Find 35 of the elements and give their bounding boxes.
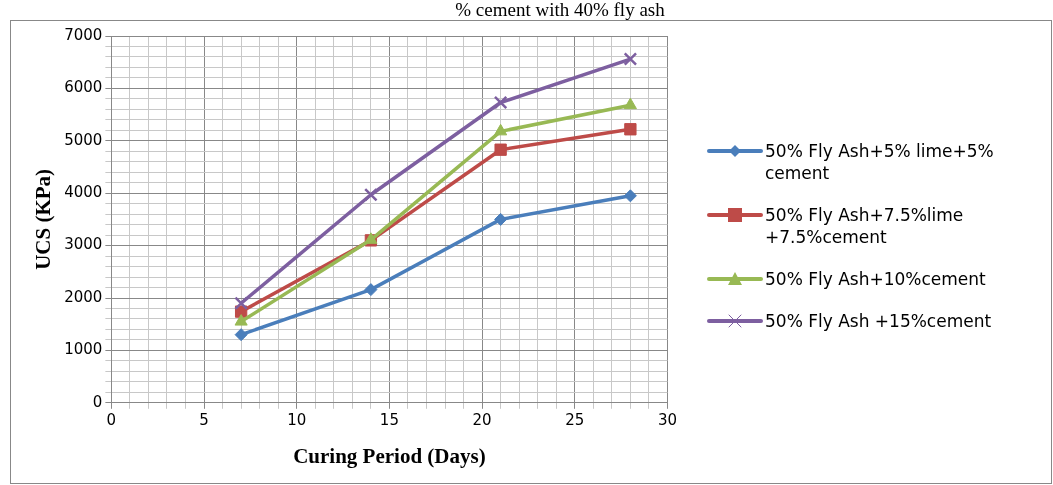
y-tick-label: 6000 bbox=[64, 78, 103, 97]
point bbox=[494, 212, 508, 226]
x-tick-label: 30 bbox=[657, 410, 677, 429]
legend-label: 50% Fly Ash+10%cement bbox=[765, 268, 986, 290]
x-tick-label: 20 bbox=[472, 410, 492, 429]
y-tick-label: 1000 bbox=[64, 340, 103, 359]
x-tick-label: 10 bbox=[287, 410, 307, 429]
point bbox=[494, 143, 507, 156]
legend-label: 50% Fly Ash+7.5%lime +7.5%cement bbox=[765, 204, 965, 248]
y-tick-label: 7000 bbox=[64, 25, 103, 44]
point bbox=[624, 123, 637, 136]
legend-label: 50% Fly Ash +15%cement bbox=[765, 310, 992, 332]
y-tick-label: 5000 bbox=[64, 130, 103, 149]
chart-title: % cement with 40% fly ash bbox=[454, 0, 666, 20]
y-axis-title: UCS (KPa) bbox=[31, 168, 56, 270]
y-tick-label: 3000 bbox=[64, 235, 103, 254]
y-tick-label: 2000 bbox=[64, 287, 103, 306]
x-tick-label: 25 bbox=[565, 410, 585, 429]
y-tick-label: 0 bbox=[92, 392, 103, 411]
point bbox=[364, 283, 378, 297]
x-tick-label: 0 bbox=[106, 410, 117, 429]
x-tick-label: 5 bbox=[199, 410, 209, 429]
point bbox=[363, 187, 378, 202]
point bbox=[623, 189, 637, 203]
point bbox=[623, 97, 637, 110]
legend-label: 50% Fly Ash+5% lime+5% cement bbox=[765, 140, 995, 184]
point bbox=[234, 328, 248, 342]
point bbox=[623, 52, 638, 66]
point bbox=[494, 123, 508, 136]
x-tick-label: 15 bbox=[379, 410, 399, 429]
point bbox=[234, 296, 249, 311]
x-axis-title: Curing Period (Days) bbox=[293, 443, 486, 468]
point bbox=[493, 95, 508, 110]
y-tick-label: 4000 bbox=[64, 183, 103, 202]
point bbox=[234, 314, 248, 326]
